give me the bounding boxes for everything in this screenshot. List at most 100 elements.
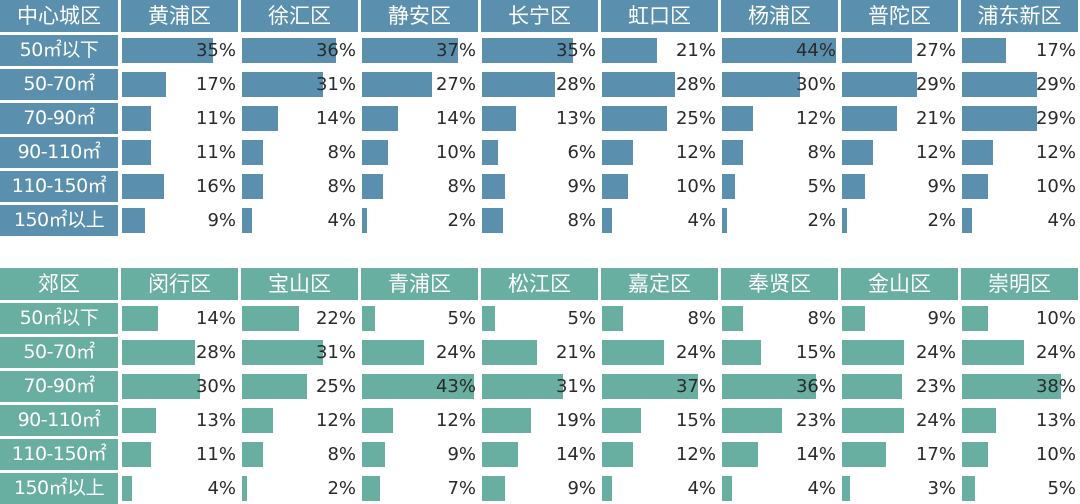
value-bar — [242, 340, 323, 365]
value-label: 11% — [195, 108, 236, 129]
value-bar — [482, 476, 506, 501]
table-cell: 21% — [601, 35, 718, 66]
table-cell: 31% — [241, 69, 358, 100]
table-cell: 5% — [721, 171, 838, 202]
value-label: 4% — [687, 210, 716, 231]
table-cell: 3% — [841, 473, 958, 504]
table-cell: 14% — [721, 439, 838, 470]
value-bar — [722, 72, 800, 97]
value-label: 9% — [207, 210, 236, 231]
table-cell: 10% — [961, 171, 1078, 202]
value-bar — [962, 340, 1025, 365]
table-cell: 25% — [601, 103, 718, 134]
value-label: 14% — [435, 108, 476, 129]
value-label: 30% — [795, 74, 836, 95]
value-bar — [122, 174, 164, 199]
value-label: 10% — [435, 142, 476, 163]
value-bar — [122, 208, 146, 233]
value-label: 15% — [795, 342, 836, 363]
value-bar — [242, 442, 263, 467]
value-label: 14% — [315, 108, 356, 129]
value-label: 24% — [435, 342, 476, 363]
value-bar — [962, 106, 1038, 131]
value-bar — [482, 38, 573, 63]
column-header: 崇明区 — [961, 268, 1078, 300]
table-cell: 15% — [721, 337, 838, 368]
table-cell: 28% — [601, 69, 718, 100]
value-label: 25% — [315, 376, 356, 397]
value-bar — [962, 38, 1007, 63]
column-header: 闵行区 — [121, 268, 238, 300]
table-cell: 30% — [121, 371, 238, 402]
table-cell: 8% — [361, 171, 478, 202]
row-label: 90-110㎡ — [0, 405, 118, 436]
value-label: 12% — [1035, 142, 1076, 163]
value-bar — [482, 72, 555, 97]
table-cell: 5% — [481, 303, 598, 334]
table-cell: 8% — [241, 439, 358, 470]
value-bar — [722, 174, 735, 199]
value-label: 44% — [795, 40, 836, 61]
value-bar — [602, 140, 634, 165]
row-label: 50㎡以下 — [0, 35, 118, 66]
table-cell: 10% — [961, 439, 1078, 470]
value-label: 21% — [675, 40, 716, 61]
value-label: 37% — [675, 376, 716, 397]
value-bar — [722, 38, 837, 63]
value-bar — [602, 208, 613, 233]
value-bar — [362, 408, 394, 433]
value-label: 28% — [195, 342, 236, 363]
value-label: 14% — [195, 308, 236, 329]
value-label: 9% — [567, 176, 596, 197]
value-label: 43% — [435, 376, 476, 397]
value-bar — [602, 174, 628, 199]
value-bar — [722, 340, 761, 365]
value-label: 14% — [555, 444, 596, 465]
value-label: 24% — [915, 342, 956, 363]
value-bar — [482, 140, 498, 165]
table-cell: 44% — [721, 35, 838, 66]
value-label: 36% — [795, 376, 836, 397]
table-cell: 31% — [481, 371, 598, 402]
table-cell: 10% — [961, 303, 1078, 334]
value-bar — [482, 374, 563, 399]
value-bar — [842, 208, 848, 233]
value-bar — [602, 106, 667, 131]
value-bar — [842, 442, 887, 467]
value-bar — [962, 408, 996, 433]
value-bar — [842, 38, 913, 63]
table-cell: 14% — [361, 103, 478, 134]
table-cell: 11% — [121, 103, 238, 134]
column-header: 长宁区 — [481, 0, 598, 32]
table-cell: 14% — [121, 303, 238, 334]
table-cell: 5% — [361, 303, 478, 334]
value-bar — [962, 140, 994, 165]
table-cell: 13% — [121, 405, 238, 436]
value-label: 9% — [927, 308, 956, 329]
value-bar — [482, 106, 516, 131]
value-bar — [842, 408, 905, 433]
value-label: 4% — [207, 478, 236, 499]
value-bar — [962, 208, 973, 233]
value-label: 8% — [807, 142, 836, 163]
value-bar — [722, 442, 759, 467]
value-bar — [602, 408, 641, 433]
value-bar — [482, 442, 519, 467]
value-label: 9% — [447, 444, 476, 465]
table-cell: 2% — [361, 205, 478, 236]
value-label: 12% — [915, 142, 956, 163]
value-bar — [122, 72, 167, 97]
value-bar — [842, 106, 897, 131]
value-label: 36% — [315, 40, 356, 61]
table-cell: 4% — [961, 205, 1078, 236]
value-bar — [722, 208, 728, 233]
value-bar — [602, 374, 699, 399]
value-label: 27% — [915, 40, 956, 61]
table-cell: 31% — [241, 337, 358, 368]
value-bar — [962, 476, 975, 501]
value-label: 4% — [327, 210, 356, 231]
column-header: 松江区 — [481, 268, 598, 300]
table-cell: 12% — [721, 103, 838, 134]
table-cell: 37% — [361, 35, 478, 66]
value-label: 11% — [195, 444, 236, 465]
